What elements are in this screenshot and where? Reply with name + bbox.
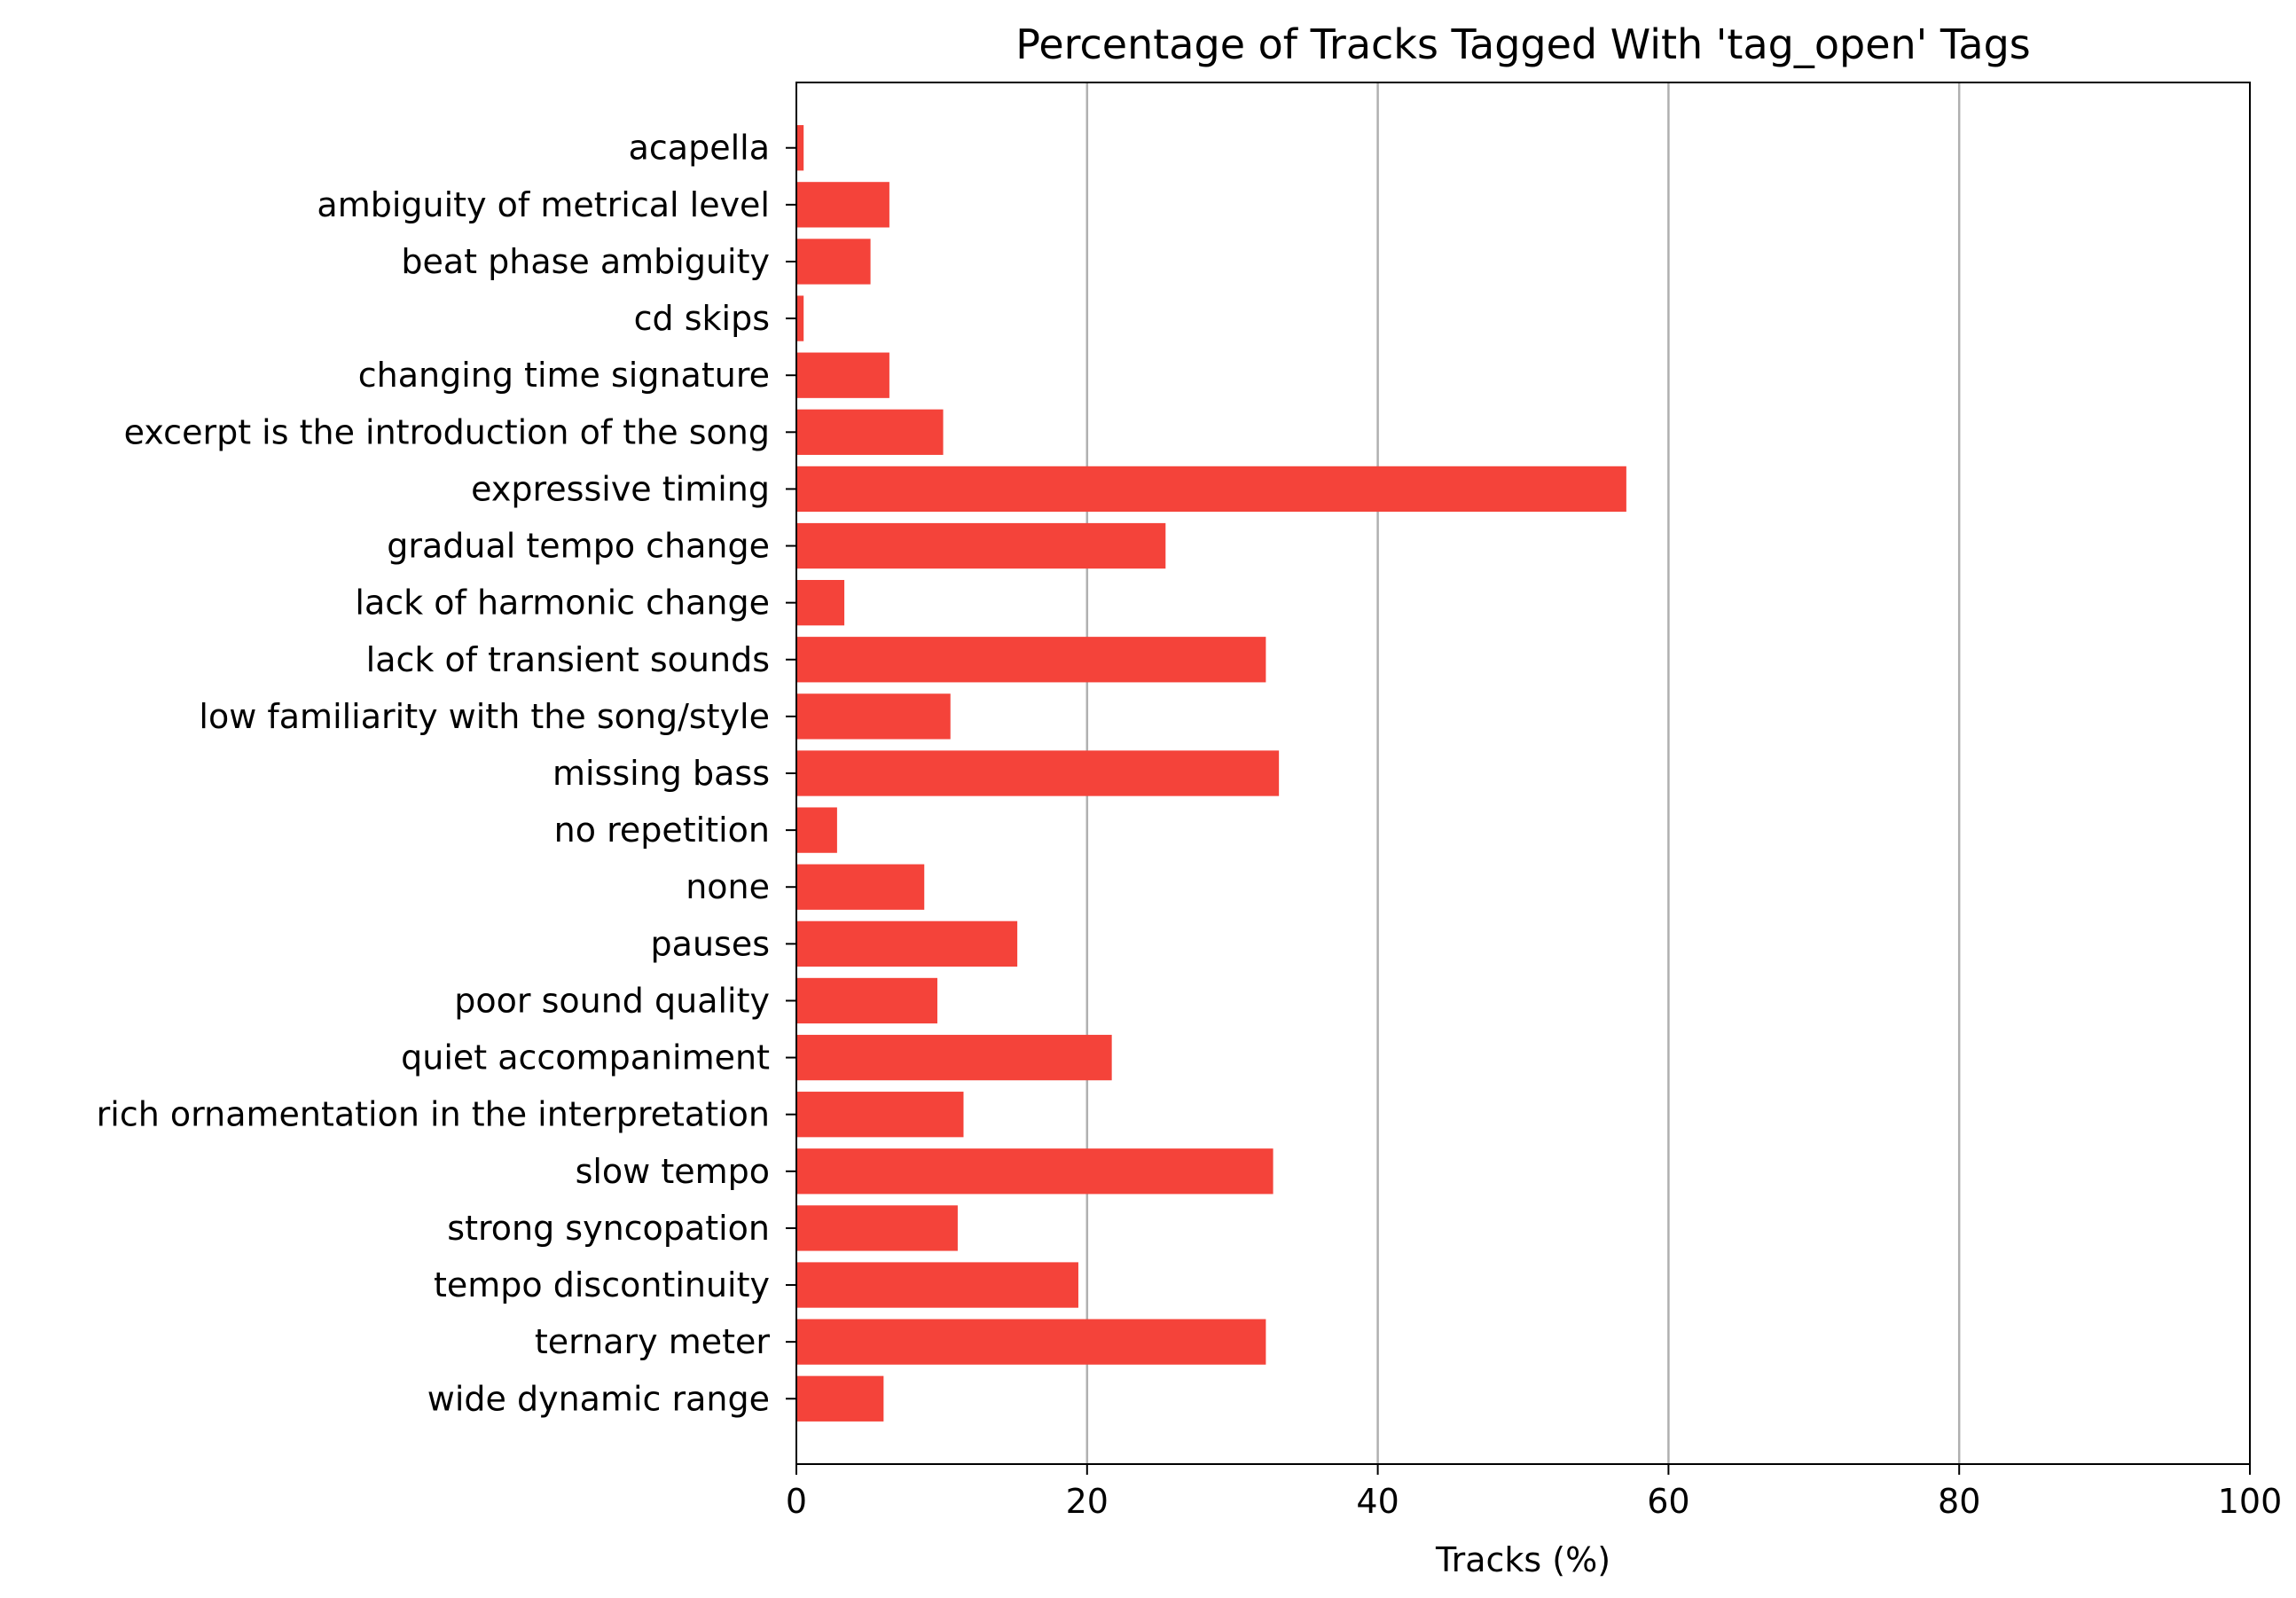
y-tick-label: missing bass (552, 754, 770, 793)
y-tick-label: poor sound quality (454, 981, 770, 1020)
y-tick-label: changing time signature (358, 356, 770, 395)
bar (796, 466, 1626, 513)
bar (796, 1148, 1273, 1195)
bar (796, 409, 944, 455)
bar (796, 239, 871, 285)
bar (796, 125, 804, 171)
chart-title: Percentage of Tracks Tagged With 'tag_op… (1015, 20, 2031, 68)
y-tick-label: low familiarity with the song/style (199, 697, 770, 736)
y-tick-label: ternary meter (535, 1322, 770, 1361)
y-tick-label: gradual tempo change (387, 527, 770, 566)
y-tick-label: excerpt is the introduction of the song (124, 412, 770, 451)
bar (796, 1262, 1078, 1308)
y-tick-label: expressive timing (471, 469, 770, 508)
plot-frame (795, 82, 2251, 1465)
y-tick-label: lack of transient sounds (366, 640, 770, 679)
y-tick-label: slow tempo (576, 1152, 770, 1191)
x-tick-label: 100 (2218, 1482, 2283, 1521)
y-tick-label: quiet accompaniment (401, 1038, 770, 1077)
y-tick-label: lack of harmonic change (355, 584, 770, 623)
bar (796, 352, 889, 398)
bar (796, 182, 889, 228)
bar (796, 977, 937, 1024)
bar (796, 807, 837, 853)
y-tick-label: pauses (651, 924, 770, 963)
y-tick-label: wide dynamic range (427, 1379, 770, 1418)
bar (796, 1205, 958, 1251)
y-tick-label: acapella (629, 129, 770, 168)
bar (796, 295, 804, 341)
y-tick-label: strong syncopation (447, 1209, 770, 1248)
bar (796, 750, 1280, 796)
bar (796, 580, 845, 626)
gridlines (1085, 82, 1961, 1464)
x-tick-label: 20 (1066, 1482, 1109, 1521)
y-axis-ticks: acapella ambiguity of metrical level beat … (97, 129, 796, 1418)
bar (796, 864, 925, 910)
x-tick-label: 80 (1938, 1482, 1980, 1521)
y-tick-label: cd skips (634, 299, 770, 338)
bar (796, 522, 1166, 569)
y-tick-label: beat phase ambiguity (401, 242, 770, 281)
x-tick-label: 40 (1356, 1482, 1399, 1521)
bar (796, 920, 1018, 967)
y-tick-label: no repetition (554, 811, 770, 850)
y-tick-label: none (686, 867, 770, 906)
bar (796, 693, 951, 740)
bar (796, 1319, 1266, 1365)
bar (796, 1092, 964, 1138)
x-axis-ticks: 0 20 40 60 80 100 (786, 1464, 2282, 1521)
y-tick-label: tempo discontinuity (434, 1265, 770, 1304)
bars (796, 125, 1626, 1422)
bar (796, 1034, 1112, 1081)
y-tick-label: ambiguity of metrical level (317, 185, 770, 224)
y-tick-label: rich ornamentation in the interpretation (97, 1095, 770, 1134)
bar (796, 1375, 884, 1422)
x-axis-label: Tracks (%) (1435, 1540, 1610, 1579)
x-tick-label: 60 (1647, 1482, 1689, 1521)
x-tick-label: 0 (786, 1482, 807, 1521)
bar (796, 637, 1266, 683)
